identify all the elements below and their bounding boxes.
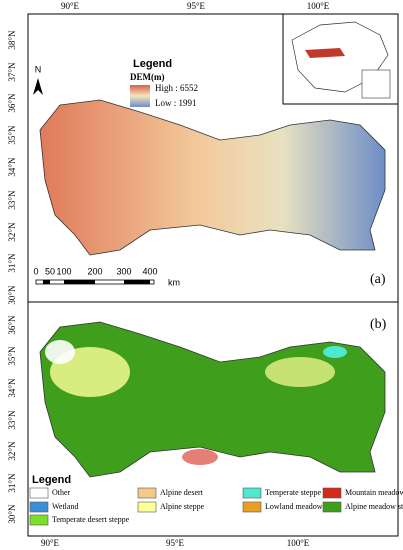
legend-label: Temperate desert steppe <box>52 515 130 524</box>
legend-swatch <box>322 487 342 499</box>
lat-label: 35°N <box>7 346 17 366</box>
legend-label: Mountain meadow <box>345 488 403 497</box>
inset-map <box>282 13 399 105</box>
lon-label: 100°E <box>287 538 310 548</box>
lat-label: 33°N <box>7 190 17 210</box>
legend-title: Legend <box>133 58 172 70</box>
lat-label: 37°N <box>7 62 17 82</box>
legend-swatch <box>322 501 342 513</box>
region-vegetation <box>39 321 386 478</box>
lat-label: 38°N <box>7 30 17 50</box>
legend-label: Temperate steppe <box>265 488 322 497</box>
scale-tick-label: 100 <box>56 266 71 276</box>
legend-label: Alpine desert <box>160 488 204 497</box>
legend-label: Alpine meadow steppe <box>345 502 403 511</box>
lat-label: 32°N <box>7 441 17 461</box>
legend-low: Low : 1991 <box>155 98 197 108</box>
lat-label: 31°N <box>7 253 17 273</box>
lat-label: 31°N <box>7 473 17 493</box>
region-dem <box>39 99 386 256</box>
legend-label: Other <box>52 488 71 497</box>
lat-label: 33°N <box>7 410 17 430</box>
north-label: N <box>35 64 42 74</box>
lat-label: 30°N <box>7 285 17 305</box>
legend-swatch <box>242 487 262 499</box>
north-arrow <box>33 78 43 95</box>
panel-tag: (b) <box>370 317 387 332</box>
legend-swatch <box>242 501 262 513</box>
legend-title: Legend <box>32 474 71 486</box>
legend-label: Alpine steppe <box>160 502 205 511</box>
lat-label: 36°N <box>7 315 17 335</box>
lat-label: 34°N <box>7 157 17 177</box>
lon-label: 90°E <box>41 538 60 548</box>
lat-label: 36°N <box>7 93 17 113</box>
legend-swatch <box>137 487 157 499</box>
scale-tick-label: 0 <box>33 266 38 276</box>
legend-swatch <box>137 501 157 513</box>
legend-label: Wetland <box>52 502 78 511</box>
lat-label: 32°N <box>7 222 17 242</box>
legend-label: Lowland meadow <box>265 502 323 511</box>
dem-key <box>130 85 150 107</box>
legend-swatch <box>29 501 49 513</box>
scale-unit: km <box>168 277 180 287</box>
lon-label: 100°E <box>307 1 330 11</box>
lon-label: 95°E <box>187 1 206 11</box>
panel-tag: (a) <box>370 272 386 287</box>
scale-tick-label: 200 <box>87 266 102 276</box>
scale-bar <box>35 279 155 285</box>
scale-tick-label: 300 <box>116 266 131 276</box>
scale-tick-label: 400 <box>142 266 157 276</box>
legend-swatch <box>29 514 49 526</box>
lat-label: 30°N <box>7 504 17 524</box>
lat-label: 35°N <box>7 125 17 145</box>
lon-label: 90°E <box>61 1 80 11</box>
legend-high: High : 6552 <box>155 83 198 93</box>
scale-tick-label: 50 <box>45 266 55 276</box>
lon-label: 95°E <box>166 538 185 548</box>
legend-subtitle: DEM(m) <box>130 72 165 82</box>
lat-label: 34°N <box>7 378 17 398</box>
legend-swatch <box>29 487 49 499</box>
